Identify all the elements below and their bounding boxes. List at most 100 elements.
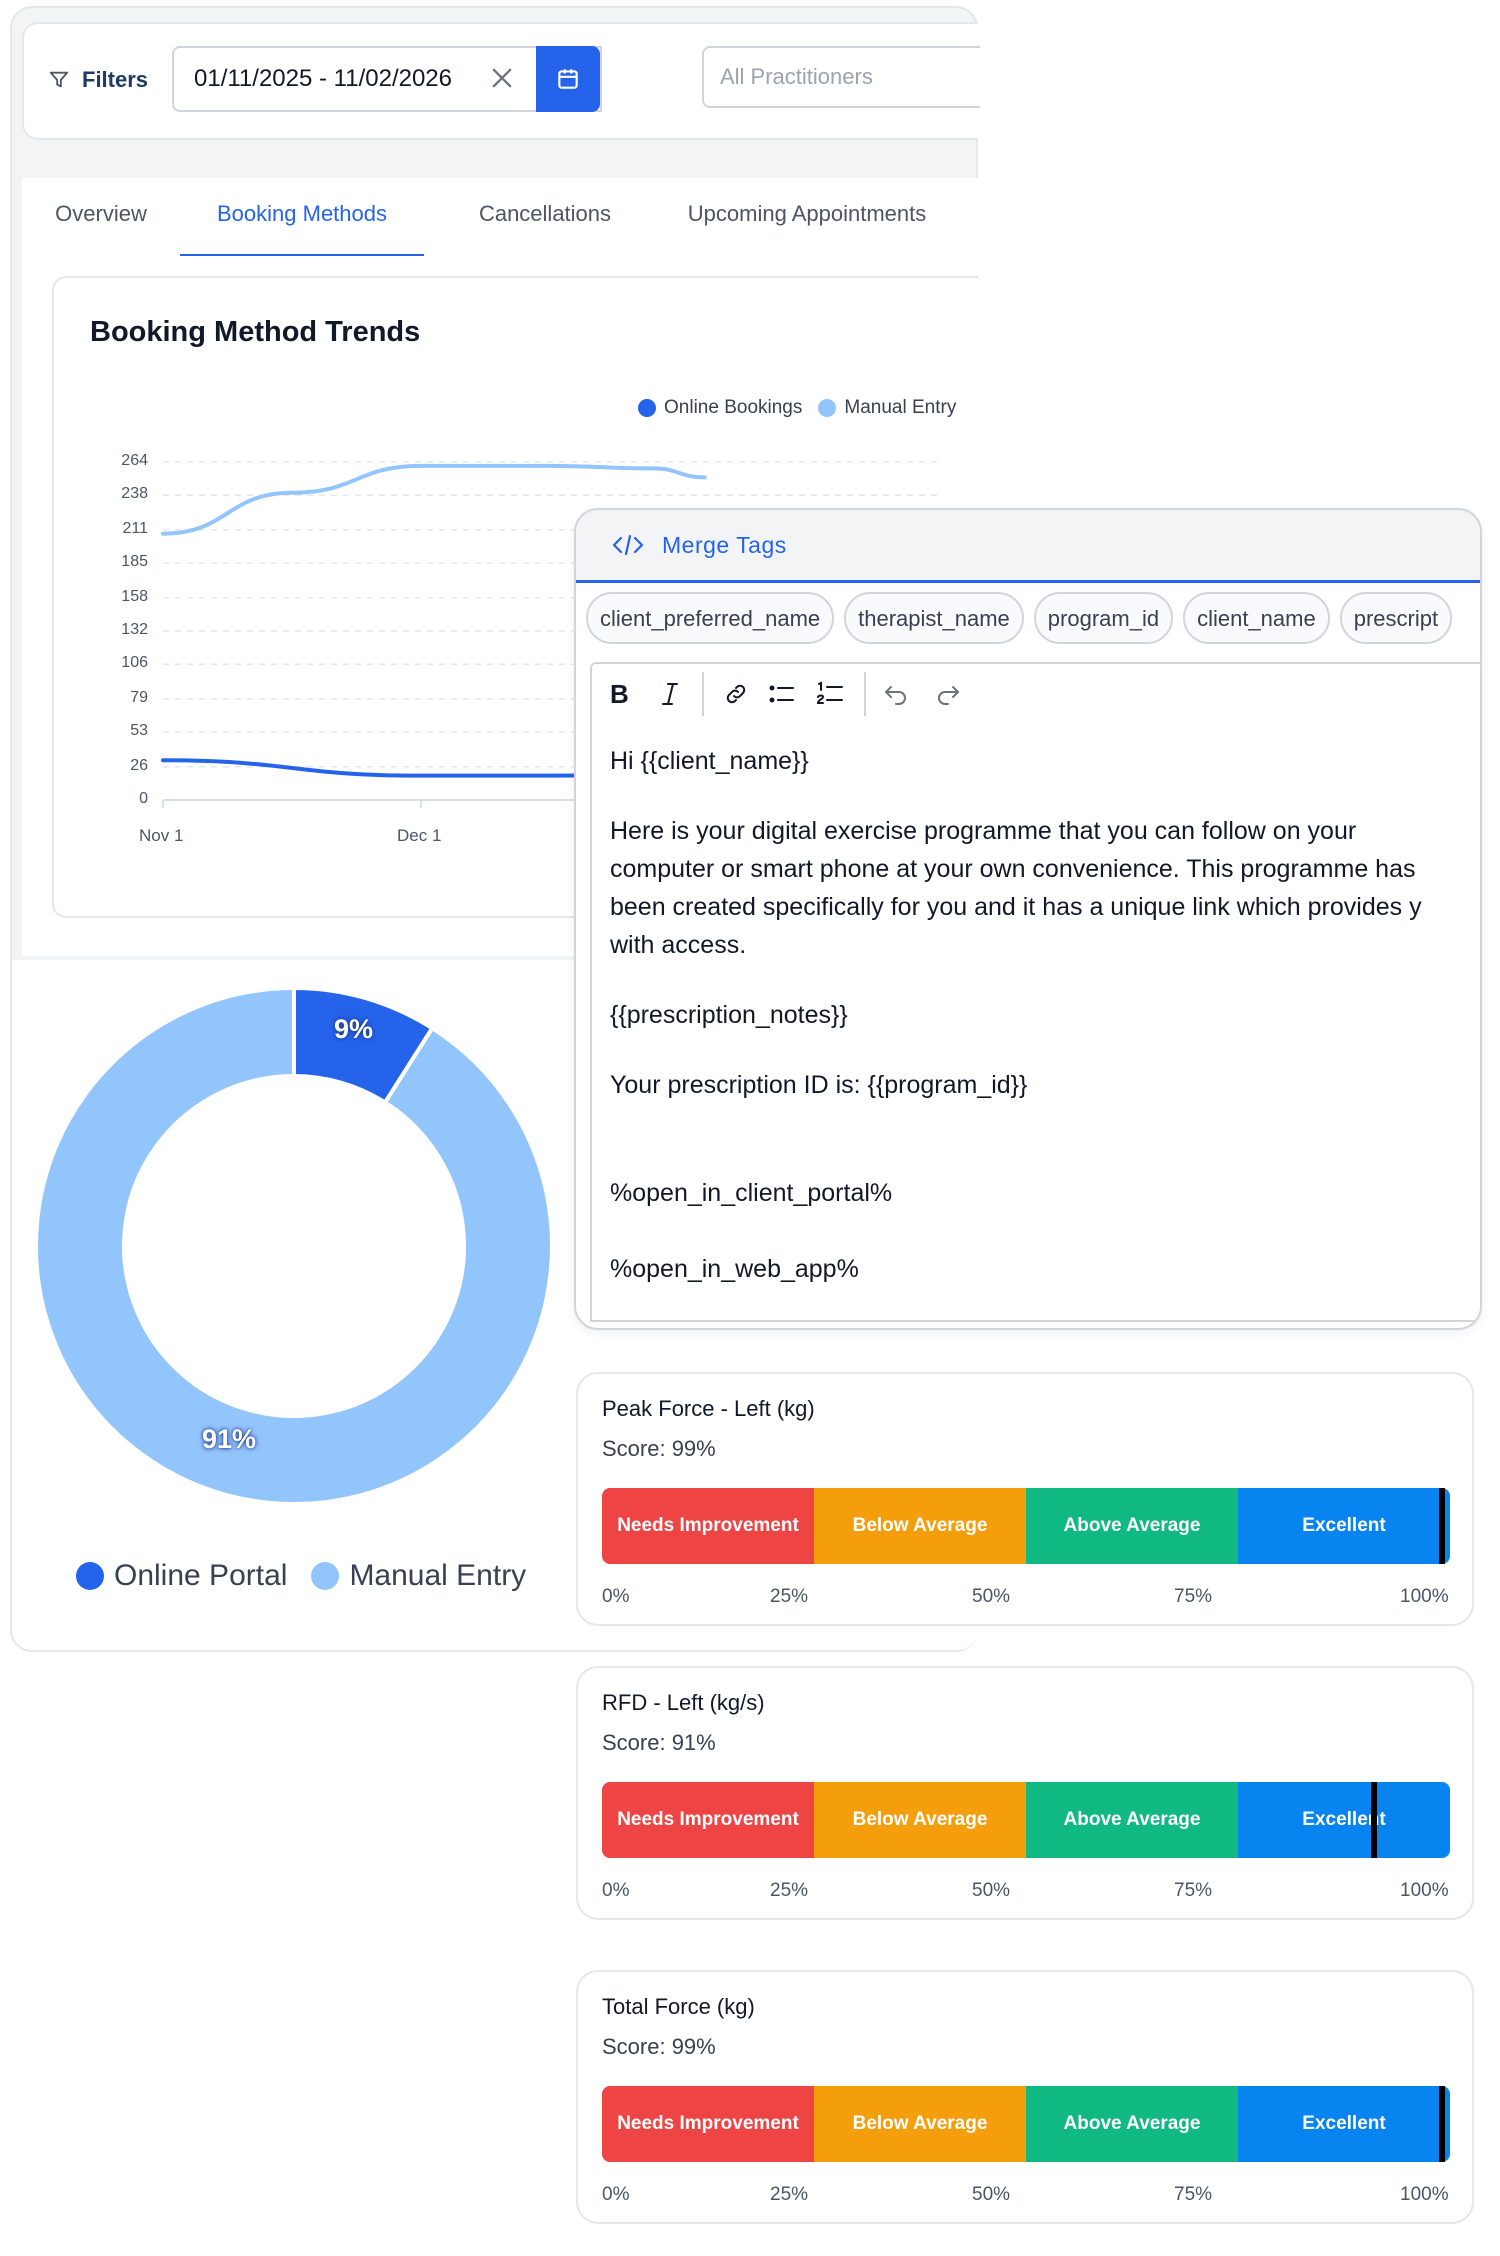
editor-line: Your prescription ID is: {{program_id}} — [610, 1071, 1028, 1099]
merge-tag-chip[interactable]: program_id — [1033, 592, 1174, 644]
numbered-list-icon — [816, 681, 843, 704]
scale-tick: 25% — [770, 1880, 809, 1901]
practitioner-placeholder: All Practitioners — [720, 64, 873, 89]
svg-text:B: B — [610, 681, 629, 707]
link-icon — [726, 684, 746, 704]
y-tick-label: 158 — [121, 587, 148, 605]
merge-tags-title: Merge Tags — [662, 532, 787, 558]
scale-tick: 75% — [1174, 1880, 1213, 1901]
score-value: Score: 91% — [602, 1730, 716, 1755]
merge-tags-header[interactable]: Merge Tags — [576, 510, 1480, 583]
bullet-list-icon — [769, 685, 794, 703]
undo-icon — [885, 686, 906, 705]
tab-overview[interactable]: Overview — [55, 201, 147, 226]
y-tick-label: 185 — [121, 553, 148, 571]
scale-tick: 0% — [602, 1880, 630, 1901]
scale-tick: 50% — [972, 1880, 1011, 1901]
scale-tick: 0% — [602, 2184, 630, 2205]
segment-above-average: Above Average — [1026, 2086, 1238, 2162]
redo-button[interactable] — [928, 674, 968, 714]
y-tick-label: 132 — [121, 621, 148, 638]
segment-excellent: Excellent — [1238, 2086, 1450, 2162]
scale-tick: 100% — [1400, 1880, 1449, 1901]
clear-icon[interactable] — [488, 64, 516, 92]
score-marker — [1438, 1488, 1445, 1564]
date-range-input[interactable]: 01/11/2025 - 11/02/2026 — [172, 46, 602, 112]
merge-tags-panel: Merge Tags client_preferred_name therapi… — [574, 508, 1482, 1330]
segment-needs-improvement: Needs Improvement — [602, 1782, 814, 1858]
link-button[interactable] — [716, 674, 756, 714]
editor-line: computer or smart phone at your own conv… — [610, 855, 1416, 883]
legend-label-online-portal: Online Portal — [114, 1559, 288, 1592]
score-marker — [1438, 2086, 1445, 2162]
score-card-title: Peak Force - Left (kg) — [602, 1396, 815, 1421]
segment-below-average: Below Average — [814, 1488, 1026, 1564]
numbered-list-button[interactable] — [810, 674, 850, 714]
scale-tick: 75% — [1174, 2184, 1213, 2205]
line-chart — [161, 461, 940, 808]
score-card-title: RFD - Left (kg/s) — [602, 1690, 765, 1715]
tab-upcoming-appointments[interactable]: Upcoming Appointments — [687, 201, 927, 226]
chart-title: Booking Method Trends — [90, 316, 421, 348]
filters-button[interactable]: Filters — [48, 62, 148, 98]
segment-needs-improvement: Needs Improvement — [602, 2086, 814, 2162]
tab-cancellations[interactable]: Cancellations — [478, 201, 612, 226]
segment-excellent: Excellent — [1238, 1488, 1450, 1564]
x-axis-ticks: Nov 1 Dec 1 — [0, 0, 980, 900]
scale-tick: 25% — [770, 2184, 809, 2205]
y-tick-label: 106 — [121, 654, 148, 672]
editor-line: Here is your digital exercise programme … — [610, 817, 1357, 845]
y-tick-label: 79 — [130, 688, 148, 706]
scale-tick: 50% — [972, 2184, 1011, 2205]
segment-below-average: Below Average — [814, 1782, 1026, 1858]
redo-icon — [938, 686, 959, 705]
scale-tick: 75% — [1174, 1586, 1213, 1607]
italic-button[interactable] — [650, 674, 690, 714]
scale-tick: 0% — [602, 1586, 630, 1607]
donut-chart — [34, 986, 554, 1506]
code-icon — [612, 534, 644, 556]
practitioner-select[interactable]: All Practitioners — [702, 46, 980, 108]
y-tick-label: 53 — [130, 722, 148, 740]
score-card: Peak Force - Left (kg) Score: 99% Needs … — [576, 1372, 1474, 1626]
bold-icon: B — [610, 681, 629, 707]
editor-line: been created specifically for you and it… — [610, 893, 1422, 921]
merge-tag-list: client_preferred_name therapist_name pro… — [586, 592, 1453, 648]
segment-above-average: Above Average — [1026, 1782, 1238, 1858]
merge-tag-chip[interactable]: client_name — [1183, 592, 1330, 644]
editor-line: %open_in_web_app% — [610, 1255, 859, 1283]
y-tick-label: 0 — [139, 790, 148, 807]
segment-needs-improvement: Needs Improvement — [602, 1488, 814, 1564]
legend-swatch-online — [638, 399, 656, 417]
series-line-manual-entry — [161, 463, 707, 536]
segment-above-average: Above Average — [1026, 1488, 1238, 1564]
score-bar: Needs Improvement Below Average Above Av… — [602, 1782, 1450, 1858]
calendar-button[interactable] — [536, 46, 600, 112]
merge-tag-chip[interactable]: client_preferred_name — [586, 592, 835, 644]
y-tick-label: 238 — [121, 485, 148, 503]
tab-booking-methods[interactable]: Booking Methods — [180, 178, 424, 257]
legend-label-manual-entry: Manual Entry — [349, 1559, 527, 1592]
score-card-title: Total Force (kg) — [602, 1994, 755, 2019]
donut-slice-manual-entry — [34, 986, 554, 1506]
legend-swatch-manual-entry — [311, 1562, 340, 1590]
merge-tag-chip[interactable]: therapist_name — [844, 592, 1024, 644]
y-tick-label: 211 — [122, 519, 148, 537]
merge-tag-chip[interactable]: prescript — [1339, 592, 1453, 644]
legend-swatch-online-portal — [76, 1562, 104, 1590]
y-axis-ticks: 264 238 211 185 158 132 106 79 53 26 0 — [88, 0, 158, 900]
slice-label-manual: 91% — [202, 1424, 257, 1454]
y-tick-label: 264 — [121, 452, 148, 469]
score-value: Score: 99% — [602, 2034, 716, 2059]
undo-button[interactable] — [876, 674, 916, 714]
slice-label-online: 9% — [334, 1014, 374, 1044]
scale-tick: 100% — [1400, 1586, 1449, 1607]
bold-button[interactable]: B — [598, 674, 638, 714]
x-tick-label: Dec 1 — [397, 826, 442, 845]
bullet-list-button[interactable] — [762, 674, 802, 714]
message-editor[interactable]: Hi {{client_name}} Here is your digital … — [590, 722, 1480, 1322]
italic-icon — [662, 683, 678, 705]
segment-excellent: Excellent — [1238, 1782, 1450, 1858]
score-value: Score: 99% — [602, 1436, 716, 1461]
y-tick-label: 26 — [130, 756, 148, 774]
